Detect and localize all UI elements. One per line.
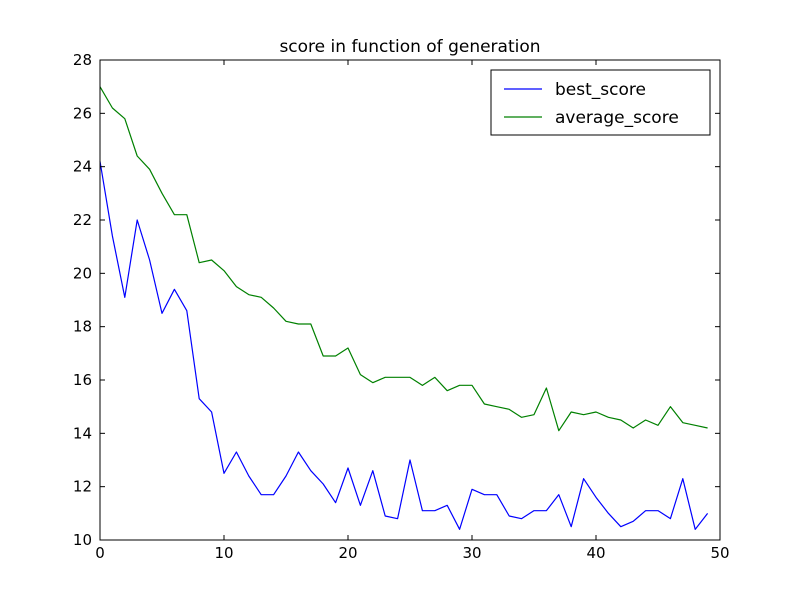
legend-label-average-score: average_score xyxy=(555,108,679,128)
x-tick-label: 20 xyxy=(338,544,357,562)
y-tick-label: 12 xyxy=(73,478,92,496)
x-tick-label: 0 xyxy=(95,544,105,562)
series-line-average-score xyxy=(99,86,708,432)
x-tick-label: 30 xyxy=(462,544,481,562)
y-tick-label: 14 xyxy=(73,424,92,442)
y-tick-label: 22 xyxy=(73,211,92,229)
series-line-best-score xyxy=(99,161,709,530)
y-tick-label: 26 xyxy=(73,104,92,122)
x-tick-label: 40 xyxy=(586,544,605,562)
y-tick-label: 10 xyxy=(73,531,92,549)
legend-label-best-score: best_score xyxy=(555,80,646,100)
y-tick-label: 24 xyxy=(73,158,92,176)
y-tick-label: 16 xyxy=(73,371,92,389)
chart-title: score in function of generation xyxy=(279,37,540,57)
axes-frame xyxy=(99,59,721,541)
x-tick-label: 50 xyxy=(710,544,729,562)
y-tick-label: 20 xyxy=(73,264,92,282)
y-tick-label: 18 xyxy=(73,318,92,336)
legend-box xyxy=(490,69,711,136)
x-tick-label: 10 xyxy=(214,544,233,562)
legend: best_score average_score xyxy=(490,69,711,136)
y-tick-label: 28 xyxy=(73,51,92,69)
